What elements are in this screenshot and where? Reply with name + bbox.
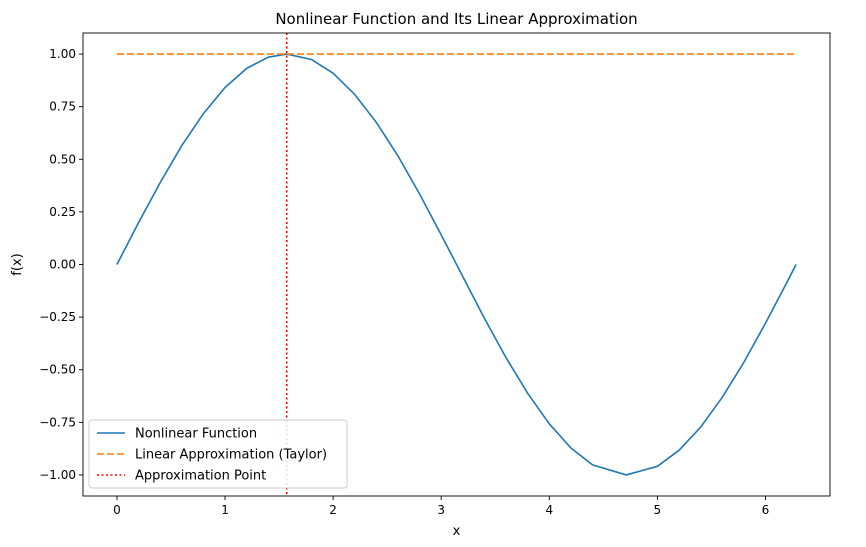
x-tick-label: 1 — [221, 503, 229, 517]
y-tick-label: 0.25 — [49, 205, 76, 219]
y-tick-label: −0.50 — [39, 363, 76, 377]
series-line-1 — [116, 53, 797, 476]
chart-title: Nonlinear Function and Its Linear Approx… — [275, 10, 637, 28]
x-tick-label: 5 — [654, 503, 662, 517]
x-tick-label: 0 — [113, 503, 121, 517]
y-tick-label: 1.00 — [49, 47, 76, 61]
x-tick-label: 2 — [329, 503, 337, 517]
x-tick-label: 6 — [762, 503, 770, 517]
legend: Nonlinear Function Linear Approximation (… — [88, 419, 348, 489]
x-tick-label: 4 — [545, 503, 553, 517]
legend-entry-label: Approximation Point — [135, 469, 266, 484]
x-tick-label: 3 — [437, 503, 445, 517]
y-axis-label: f(x) — [10, 253, 25, 275]
y-tick-label: −1.00 — [39, 468, 76, 482]
y-tick-label: −0.25 — [39, 310, 76, 324]
plot-area: 0 1 2 3 4 5 6 −1.00 −0.75 −0.50 −0.25 0.00 0.25 0.50 0… — [39, 32, 831, 517]
legend-entry-label: Nonlinear Function — [135, 427, 257, 442]
y-tick-label: 0.00 — [49, 258, 76, 272]
y-tick-label: −0.75 — [39, 415, 76, 429]
y-tick-label: 0.75 — [49, 100, 76, 114]
legend-entry-label: Linear Approximation (Taylor) — [135, 448, 327, 463]
y-tick-label: 0.50 — [49, 152, 76, 166]
legend-frame — [88, 419, 348, 489]
x-axis-label: x — [453, 524, 461, 539]
